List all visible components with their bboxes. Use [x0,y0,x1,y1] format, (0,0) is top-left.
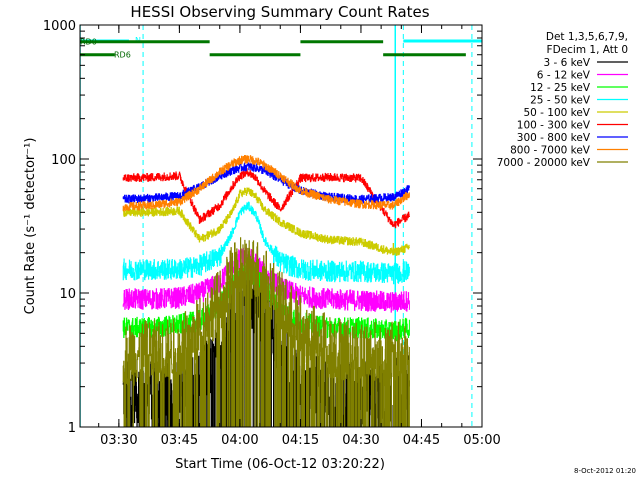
legend-header: Det 1,3,5,6,7,9, [546,31,628,43]
y-tick-label: 1000 [43,19,76,34]
y-tick-label: 1 [68,421,76,436]
series-line [122,187,410,256]
x-tick-label: 05:00 [463,433,500,448]
legend-entry-label: 12 - 25 keV [530,82,591,94]
saa-label: RD6 [114,51,131,60]
legend-entry-label: 800 - 7000 keV [510,145,591,157]
y-tick-label: 100 [51,153,76,168]
legend-header: FDecim 1, Att 0 [547,44,628,56]
y-tick-label: 10 [59,287,76,302]
chart-title: HESSI Observing Summary Count Rates [130,3,429,21]
series-line [122,162,410,204]
x-axis-label: Start Time (06-Oct-12 03:20:22) [175,457,385,472]
legend-entry-label: 25 - 50 keV [530,95,591,107]
series-line [122,155,410,212]
plot-frame [79,24,483,428]
legend-entry-label: 3 - 6 keV [543,57,590,69]
legend-entry-label: 7000 - 20000 keV [497,157,591,169]
legend-entry-label: 300 - 800 keV [517,132,591,144]
x-tick-label: 04:00 [221,433,258,448]
timestamp: 8-Oct-2012 01:20 [574,467,636,475]
series-line [122,168,410,229]
legend-entry-label: 6 - 12 keV [537,70,591,82]
x-tick-label: 04:15 [282,433,319,448]
series-line [122,237,410,427]
axes: 03:30 03:45 04:00 04:15 04:30 04:45 05:00 1 10 10… [43,19,501,448]
x-tick-label: 03:45 [161,433,198,448]
legend-entry-label: 50 - 100 keV [523,107,590,119]
x-tick-label: 03:30 [100,433,137,448]
y-axis-label: Count Rate (s⁻¹ detector⁻¹) [23,138,38,315]
x-tick-label: 04:45 [403,433,440,448]
data-series [122,155,410,427]
series-line [122,201,410,285]
x-tick-label: 04:30 [342,433,379,448]
legend-entry-label: 100 - 300 keV [517,120,591,132]
legend: Det 1,3,5,6,7,9,FDecim 1, Att 03 - 6 keV… [497,31,628,169]
saa-label: RD0 [80,38,97,47]
plot-annotations: NRD0RD6 [80,25,482,427]
